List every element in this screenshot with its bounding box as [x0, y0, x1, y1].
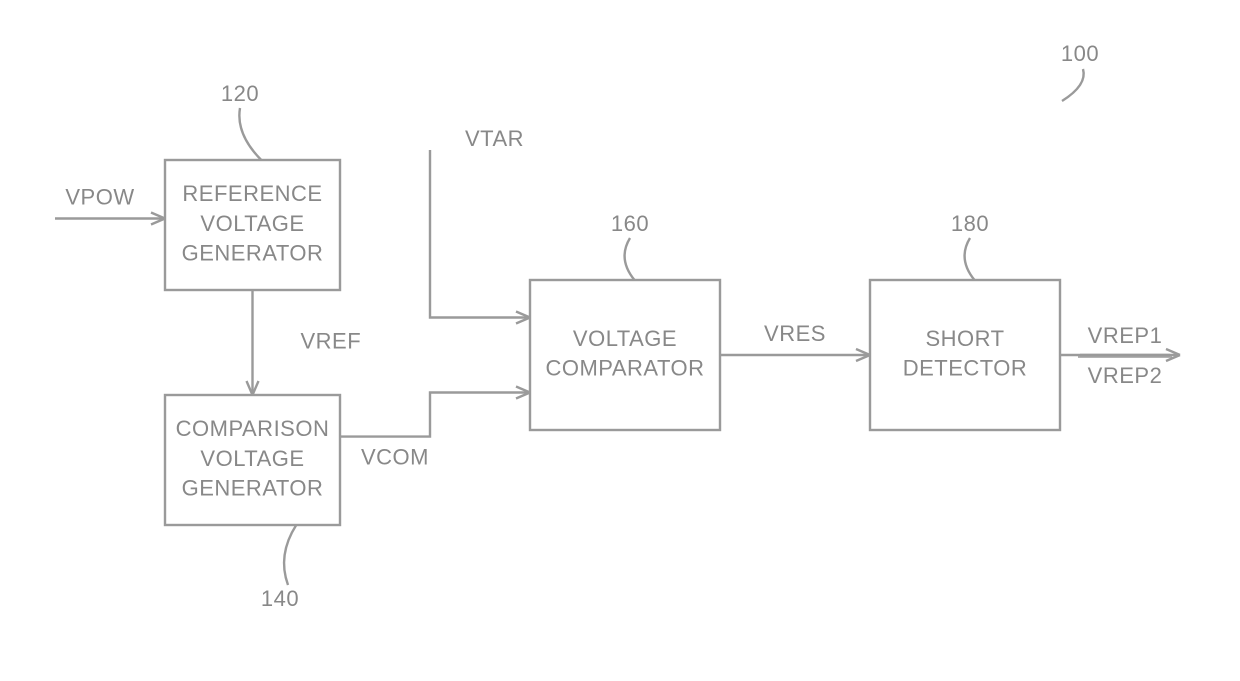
- vrep2-label: VREP2: [1088, 363, 1163, 388]
- vres-label: VRES: [764, 321, 826, 346]
- short-detector-text: SHORT: [925, 326, 1004, 351]
- ref-160: 160: [611, 211, 649, 236]
- ref-180: 180: [951, 211, 989, 236]
- vtar-wire: [430, 150, 530, 318]
- leader-140: [284, 525, 296, 585]
- reference-voltage-generator-text: VOLTAGE: [200, 211, 304, 236]
- leader-160: [625, 238, 635, 280]
- vref-label: VREF: [301, 328, 362, 353]
- vpow-label: VPOW: [65, 184, 134, 209]
- leader-100: [1062, 69, 1084, 101]
- short-detector-text: DETECTOR: [903, 356, 1028, 381]
- vrep1-label: VREP1: [1088, 323, 1163, 348]
- vcom-label: VCOM: [361, 444, 429, 469]
- vcom-wire: [340, 393, 530, 437]
- ref-140: 140: [261, 586, 299, 611]
- comparison-voltage-generator-text: COMPARISON: [176, 416, 330, 441]
- vtar-label: VTAR: [465, 126, 524, 151]
- voltage-comparator-text: VOLTAGE: [573, 326, 677, 351]
- voltage-comparator-text: COMPARATOR: [545, 356, 704, 381]
- reference-voltage-generator-text: REFERENCE: [182, 181, 322, 206]
- leader-120: [239, 108, 261, 160]
- comparison-voltage-generator-text: VOLTAGE: [200, 446, 304, 471]
- comparison-voltage-generator-text: GENERATOR: [182, 476, 324, 501]
- ref-100: 100: [1061, 41, 1099, 66]
- ref-120: 120: [221, 81, 259, 106]
- reference-voltage-generator-text: GENERATOR: [182, 241, 324, 266]
- leader-180: [965, 238, 975, 280]
